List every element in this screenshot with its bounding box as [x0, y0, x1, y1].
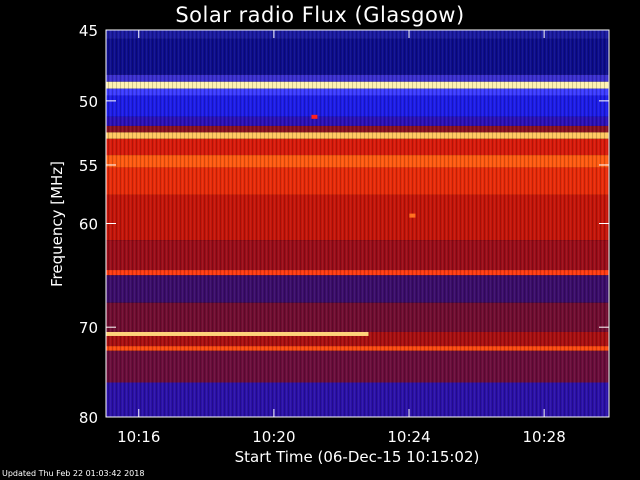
x-tick-label: 10:28	[523, 428, 566, 446]
update-timestamp: Updated Thu Feb 22 01:03:42 2018	[2, 469, 145, 478]
y-tick-label: 60	[79, 216, 98, 234]
y-tick-label: 45	[79, 22, 98, 40]
y-tick-label: 80	[79, 409, 98, 427]
x-tick-label: 10:20	[252, 428, 295, 446]
chart-title: Solar radio Flux (Glasgow)	[175, 3, 465, 27]
x-axis: 10:16 10:20 10:24 10:28	[117, 30, 566, 446]
y-tick-label: 55	[79, 157, 98, 175]
spectrogram-features	[106, 114, 416, 336]
texture-overlay	[106, 30, 609, 417]
x-tick-label: 10:24	[387, 428, 430, 446]
y-tick-label: 70	[79, 319, 98, 337]
x-tick-label: 10:16	[117, 428, 160, 446]
emission-line	[106, 331, 369, 336]
y-axis-label: Frequency [MHz]	[48, 161, 66, 287]
emission-spot	[311, 114, 318, 119]
y-tick-label: 50	[79, 93, 98, 111]
x-axis-label: Start Time (06-Dec-15 10:15:02)	[235, 448, 480, 466]
y-axis: 45 50 55 60 70 80	[79, 22, 609, 427]
emission-spot	[409, 213, 416, 218]
